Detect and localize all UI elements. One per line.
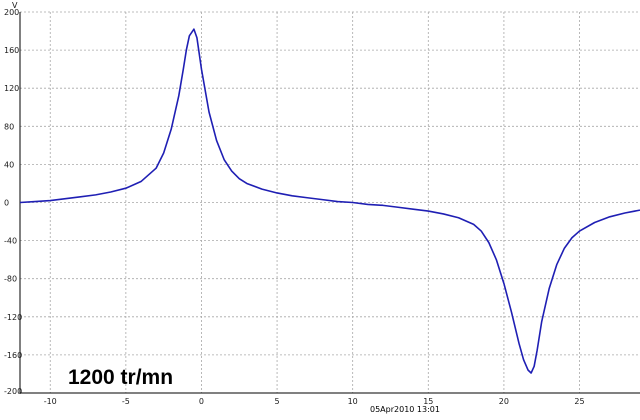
x-tick-label: 0 bbox=[199, 397, 204, 406]
x-tick-label: -10 bbox=[44, 397, 57, 406]
y-tick-label: 0 bbox=[4, 199, 9, 208]
y-tick-label: -120 bbox=[4, 313, 22, 322]
y-tick-label: -160 bbox=[4, 351, 22, 360]
x-tick-label: 15 bbox=[423, 397, 433, 406]
y-tick-label: -80 bbox=[4, 275, 17, 284]
x-tick-label: 20 bbox=[499, 397, 509, 406]
y-tick-label: -40 bbox=[4, 237, 17, 246]
y-tick-label: 160 bbox=[4, 46, 19, 55]
x-tick-label: 5 bbox=[275, 397, 280, 406]
x-tick-label: 10 bbox=[348, 397, 358, 406]
y-tick-label: 80 bbox=[4, 122, 14, 131]
y-tick-label: 120 bbox=[4, 84, 19, 93]
tick-labels: -10 -5 0 5 10 15 20 25 200 160 120 80 40 0 -40 -80 -120 -… bbox=[4, 8, 585, 406]
grid bbox=[20, 11, 640, 393]
y-tick-label: 200 bbox=[4, 8, 19, 17]
y-tick-label: -200 bbox=[4, 387, 22, 396]
y-tick-label: 40 bbox=[4, 160, 14, 169]
x-tick-label: 25 bbox=[574, 397, 584, 406]
x-tick-label: -5 bbox=[122, 397, 130, 406]
speed-annotation: 1200 tr/mn bbox=[68, 366, 173, 389]
series-layer bbox=[19, 28, 640, 374]
y-axis-unit-label: V bbox=[12, 1, 18, 10]
series-line bbox=[19, 28, 640, 374]
timestamp-annotation: 05Apr2010 13:01 bbox=[370, 405, 440, 414]
